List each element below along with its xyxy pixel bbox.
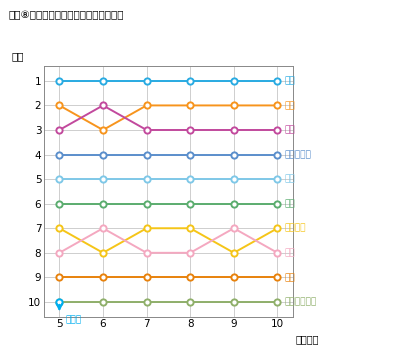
Text: イラン: イラン xyxy=(66,315,82,324)
Text: 台湾: 台湾 xyxy=(284,175,295,184)
Text: 英国: 英国 xyxy=(284,273,295,282)
Text: ブラジル: ブラジル xyxy=(284,224,306,233)
Text: フィリピン: フィリピン xyxy=(284,150,311,159)
Text: 中国: 中国 xyxy=(284,101,295,110)
Text: 香港: 香港 xyxy=(284,248,295,257)
Text: 米国: 米国 xyxy=(284,76,295,85)
Text: （年度）: （年度） xyxy=(295,334,319,344)
Text: 韓国: 韓国 xyxy=(284,126,295,134)
Text: タイ: タイ xyxy=(284,199,295,208)
Text: シンガポール: シンガポール xyxy=(284,298,317,307)
Text: 順位: 順位 xyxy=(12,51,24,61)
Text: 図表⑧　発信時間数の対地別順位の推移: 図表⑧ 発信時間数の対地別順位の推移 xyxy=(8,10,124,21)
